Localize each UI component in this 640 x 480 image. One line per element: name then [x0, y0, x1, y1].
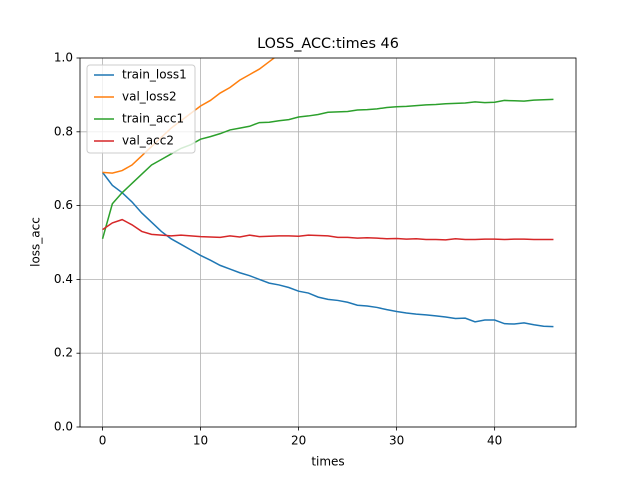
legend-label: train_acc1 [122, 112, 184, 126]
x-tick-label: 40 [487, 434, 502, 448]
legend-label: val_acc2 [122, 134, 174, 148]
y-tick-label: 0.0 [54, 420, 73, 434]
series-line [101, 171, 554, 328]
y-tick-label: 0.8 [54, 124, 73, 138]
y-tick-label: 1.0 [54, 51, 73, 65]
x-tick-label: 10 [193, 434, 208, 448]
x-tick-label: 20 [291, 434, 306, 448]
legend-label: train_loss1 [122, 68, 187, 82]
y-tick-label: 0.2 [54, 346, 73, 360]
chart-title: LOSS_ACC:times 46 [257, 36, 399, 52]
x-axis-label: times [311, 455, 344, 469]
legend-box [86, 64, 196, 154]
y-axis-label: loss_acc [29, 217, 43, 267]
series-line [102, 218, 554, 241]
plot-frame [79, 57, 577, 428]
legend: train_loss1 val_loss2 train_acc1 val_acc2 [86, 64, 196, 154]
y-tick-label: 0.6 [54, 198, 73, 212]
y-tick-label: 0.4 [54, 272, 73, 286]
x-tick-label: 0 [99, 434, 107, 448]
legend-label: val_loss2 [122, 90, 177, 104]
x-tick-label: 30 [389, 434, 404, 448]
